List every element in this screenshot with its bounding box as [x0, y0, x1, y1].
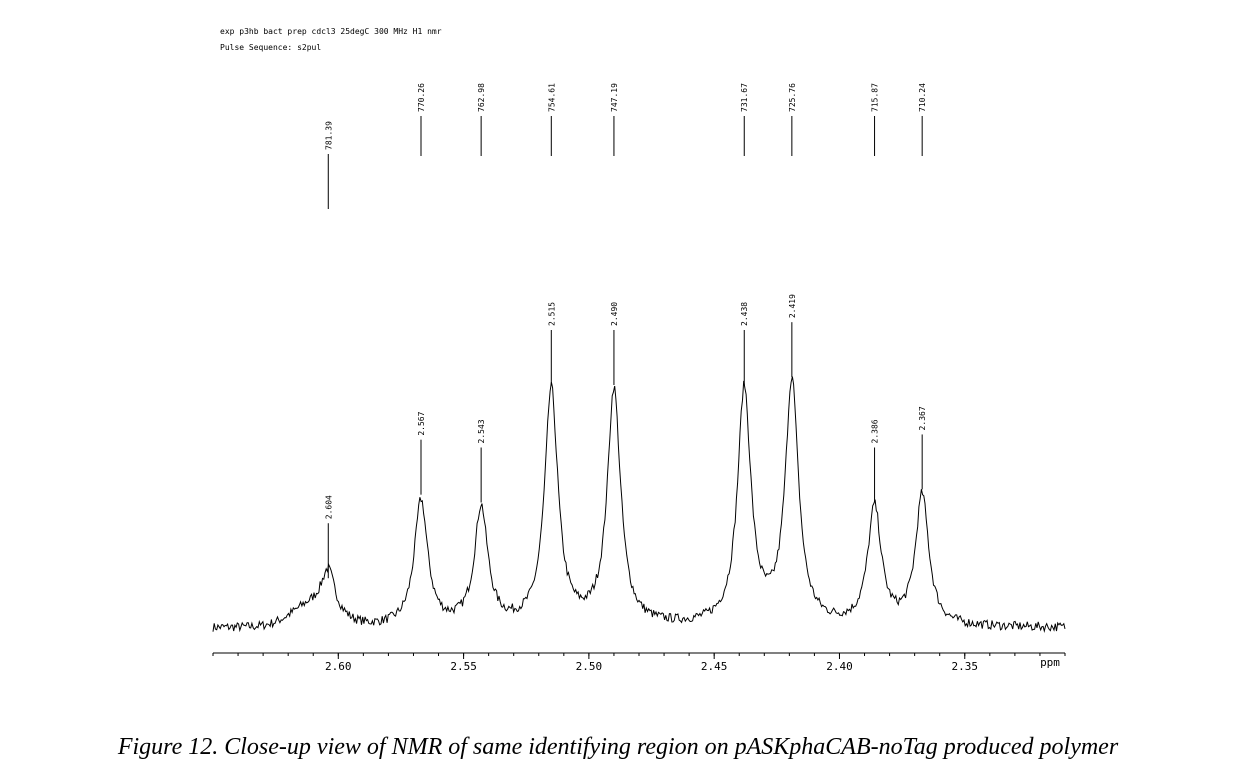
- x-axis-tick-label: 2.40: [826, 660, 853, 673]
- x-axis-tick-label: 2.50: [576, 660, 603, 673]
- x-axis-unit-label: ppm: [1040, 656, 1060, 669]
- peak-ppm-label: 2.419: [788, 294, 797, 318]
- x-axis-tick-label: 2.35: [952, 660, 979, 673]
- x-axis-tick-label: 2.45: [701, 660, 728, 673]
- peak-hz-label: 731.67: [740, 83, 749, 112]
- peak-hz-label: 770.26: [417, 83, 426, 112]
- peak-hz-label: 754.61: [547, 83, 556, 112]
- peak-hz-label: 747.19: [610, 83, 619, 112]
- spectrum-trace: [212, 376, 1066, 633]
- peak-ppm-label: 2.386: [871, 419, 880, 443]
- pulse-sequence-info: Pulse Sequence: s2pul: [220, 43, 322, 52]
- x-axis-tick-label: 2.55: [450, 660, 477, 673]
- peak-hz-label: 781.39: [324, 121, 333, 150]
- peak-ppm-label: 2.567: [417, 411, 426, 435]
- figure-caption: Figure 12. Close-up view of NMR of same …: [117, 734, 1119, 760]
- hz-peak-labels: 781.39 770.26 762.98 754.61 747.19 731.67 725.…: [324, 83, 927, 209]
- peak-ppm-label: 2.367: [918, 406, 927, 430]
- acquisition-info: exp p3hb bact prep cdcl3 25degC 300 MHz …: [220, 27, 442, 36]
- peak-hz-label: 715.87: [871, 83, 880, 112]
- peak-hz-label: 762.98: [477, 83, 486, 112]
- ppm-peak-labels: 2.604 2.567 2.543 2.515 2.490 2.438 2.419 2.386…: [324, 294, 927, 579]
- peak-ppm-label: 2.604: [324, 495, 333, 519]
- peak-ppm-label: 2.490: [610, 302, 619, 326]
- x-axis: 2.60 2.55 2.50 2.45 2.40 2.35: [212, 652, 1066, 673]
- x-axis-tick-label: 2.60: [325, 660, 352, 673]
- nmr-spectrum-chart: 781.39 770.26 762.98 754.61 747.19 731.67 725.…: [212, 83, 1066, 673]
- peak-hz-label: 710.24: [918, 83, 927, 112]
- peak-hz-label: 725.76: [788, 83, 797, 112]
- peak-ppm-label: 2.515: [547, 302, 556, 326]
- peak-ppm-label: 2.438: [740, 302, 749, 326]
- peak-ppm-label: 2.543: [477, 419, 486, 443]
